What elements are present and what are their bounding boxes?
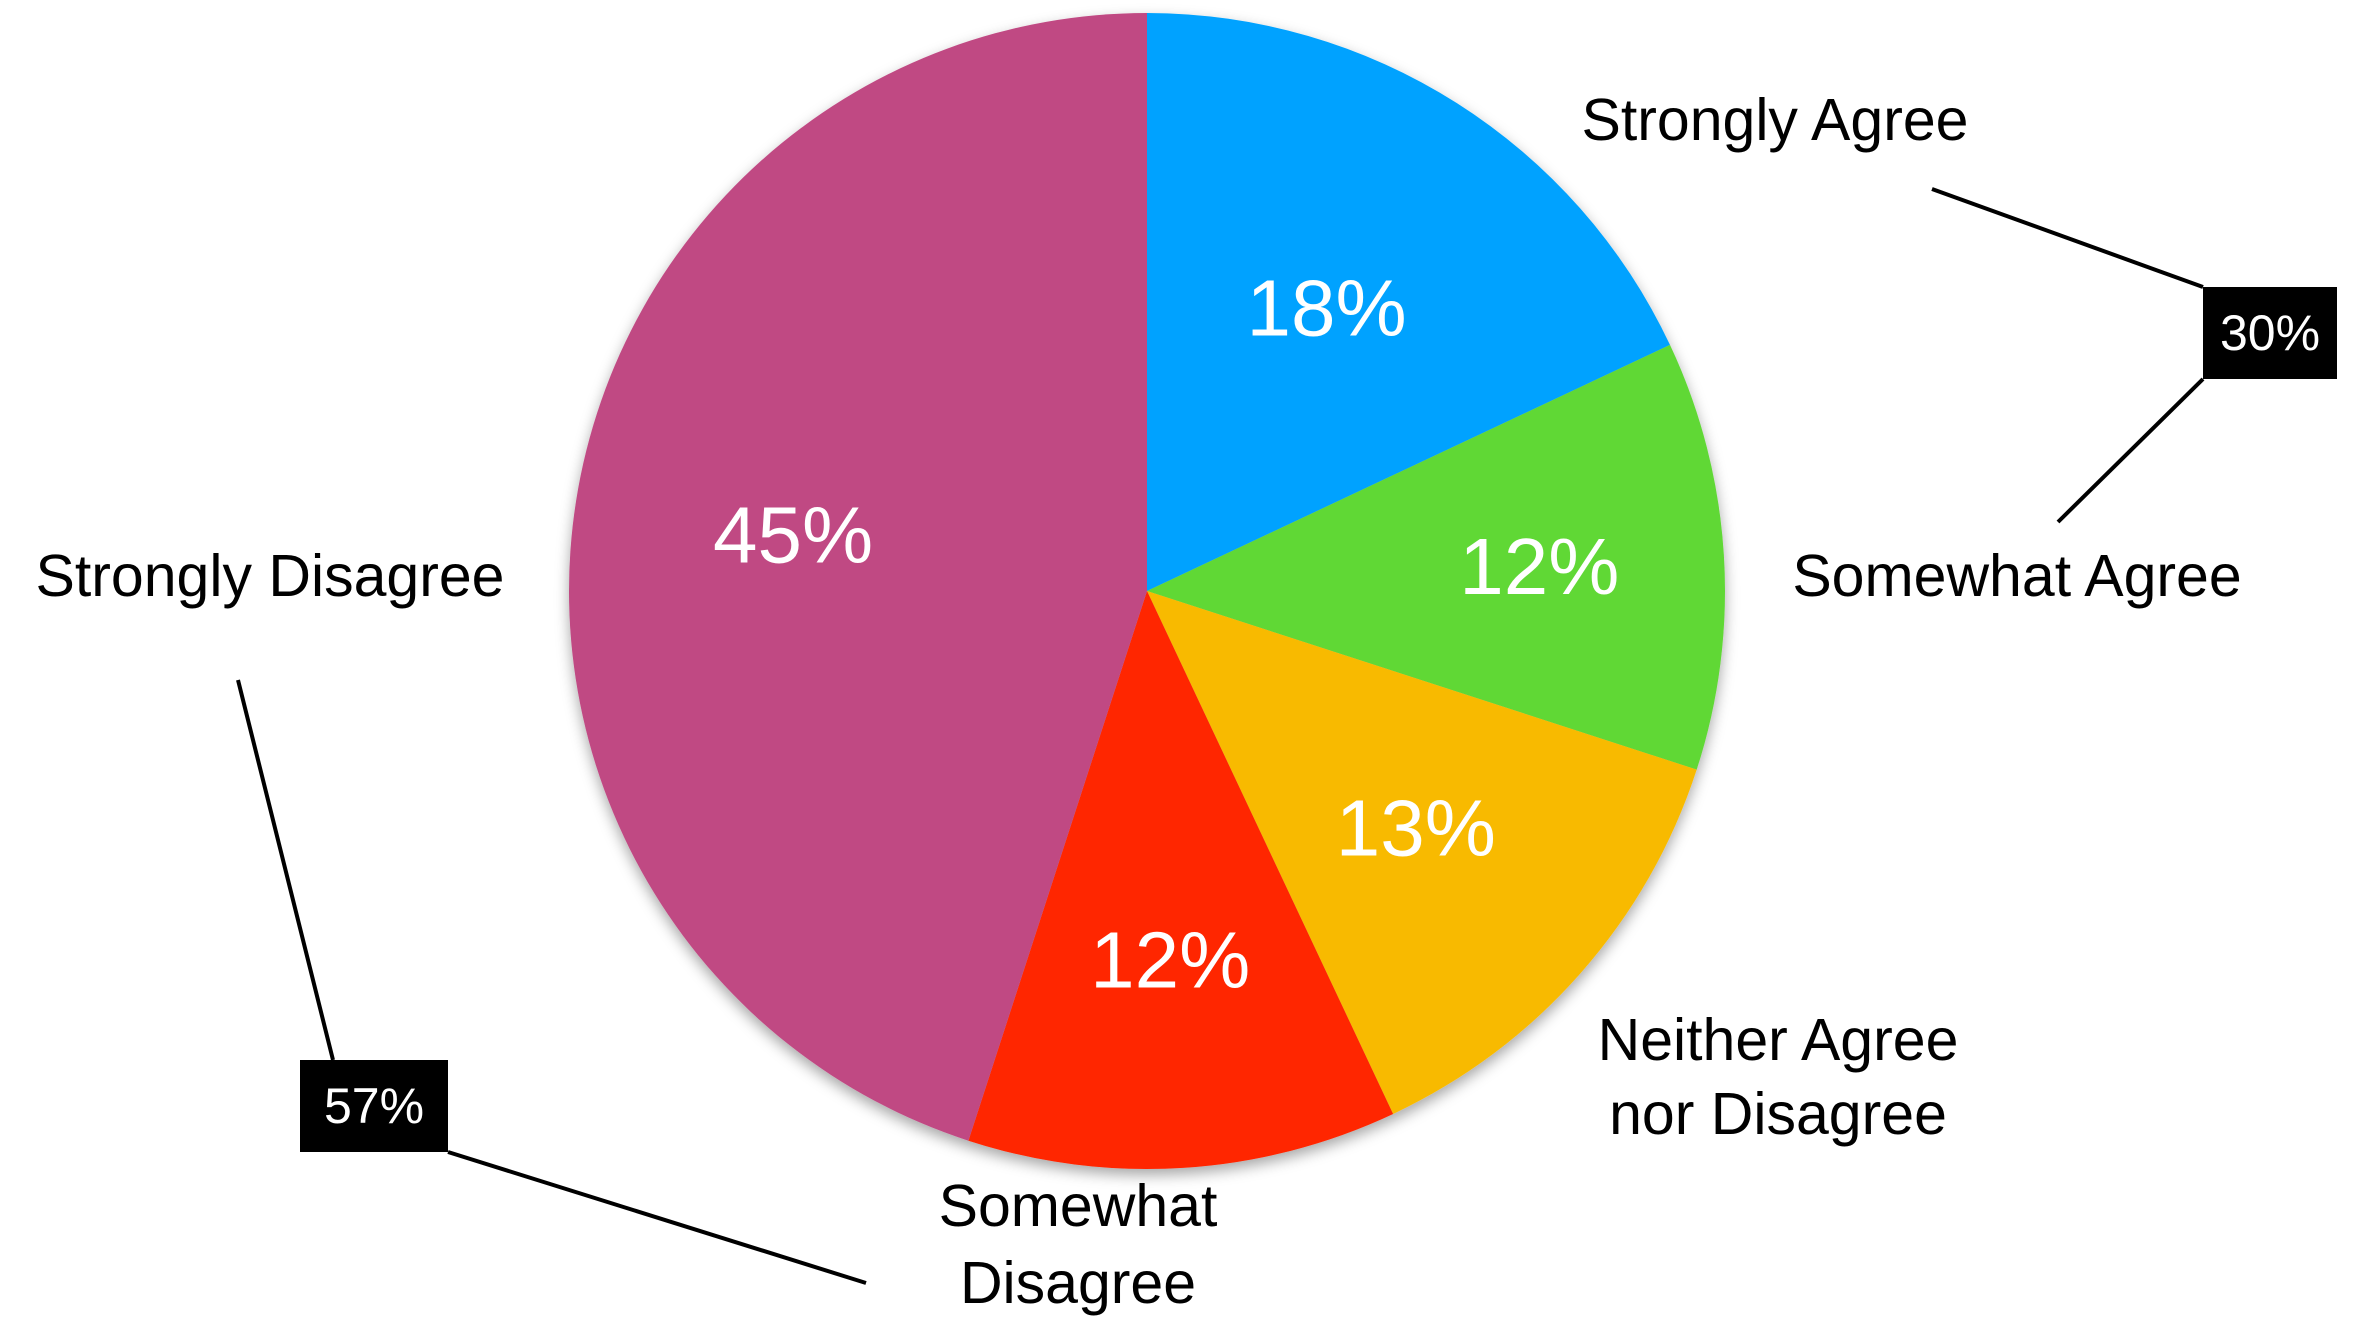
category-label-line: Strongly Disagree bbox=[36, 543, 505, 609]
group-annotations: 30% 57% bbox=[236, 187, 2337, 1285]
group-annotation-box bbox=[2203, 287, 2337, 379]
pie-slice-somewhat-disagree bbox=[968, 591, 1394, 1169]
category-label-neither-agree-nor-disagree: Neither Agree nor Disagree bbox=[1598, 1007, 1959, 1147]
group-annotation-box bbox=[300, 1060, 448, 1152]
group-annotation-label: 57% bbox=[324, 1078, 424, 1134]
category-label-line: Neither Agree bbox=[1598, 1007, 1959, 1073]
pie-slice-strongly-disagree bbox=[569, 13, 1147, 1141]
percent-label-strongly-disagree: 45% bbox=[713, 490, 873, 579]
category-labels: Strongly Agree Somewhat Agree Neither Agre… bbox=[36, 87, 2242, 1316]
category-label-strongly-disagree: Strongly Disagree bbox=[36, 543, 505, 609]
percent-label-strongly-agree: 18% bbox=[1247, 263, 1407, 352]
percent-label-neither-agree-nor-disagree: 13% bbox=[1336, 784, 1496, 873]
annotation-leader-line bbox=[2056, 377, 2205, 524]
pie-slice-neither-agree-nor-disagree bbox=[1147, 591, 1697, 1114]
category-label-strongly-agree: Strongly Agree bbox=[1581, 87, 1968, 153]
pie-slices bbox=[569, 13, 1725, 1169]
category-label-line: Disagree bbox=[960, 1250, 1196, 1316]
percent-label-somewhat-disagree: 12% bbox=[1090, 916, 1250, 1005]
percent-labels: 18% 12% 13% 12% 45% bbox=[713, 263, 1619, 1004]
annotation-leader-line bbox=[447, 1150, 867, 1285]
category-label-line: Strongly Agree bbox=[1581, 87, 1968, 153]
category-label-line: Somewhat Agree bbox=[1792, 543, 2241, 609]
category-label-line: Somewhat bbox=[939, 1173, 1218, 1239]
pie-slice-strongly-agree bbox=[1147, 13, 1670, 591]
category-label-somewhat-agree: Somewhat Agree bbox=[1792, 543, 2241, 609]
annotation-leader-line bbox=[236, 679, 335, 1061]
pie-slice-somewhat-agree bbox=[1147, 344, 1725, 770]
percent-label-somewhat-agree: 12% bbox=[1459, 522, 1619, 611]
category-label-somewhat-disagree: Somewhat Disagree bbox=[939, 1173, 1218, 1316]
group-annotation-label: 30% bbox=[2220, 305, 2320, 361]
category-label-line: nor Disagree bbox=[1609, 1081, 1947, 1147]
annotation-leader-line bbox=[1931, 187, 2204, 289]
